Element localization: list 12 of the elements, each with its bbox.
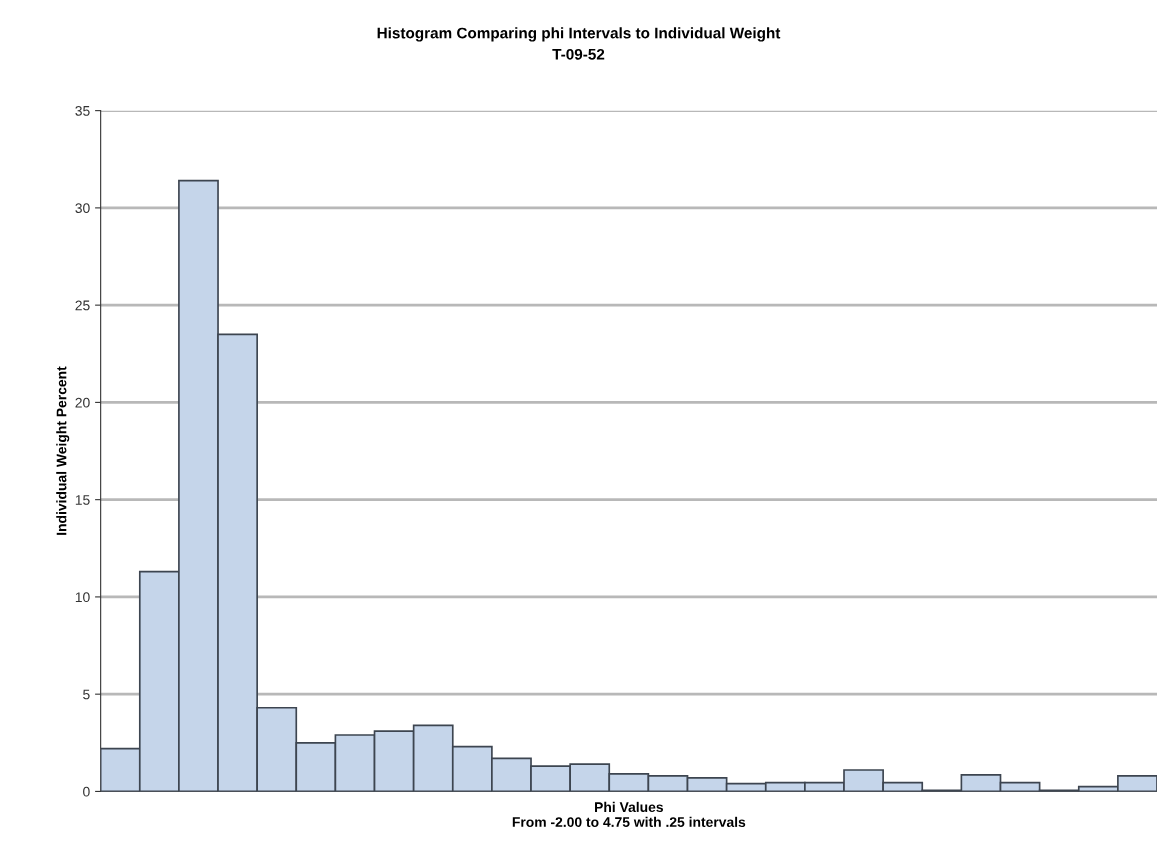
y-tick-label: 20 (75, 397, 90, 408)
chart-title: Histogram Comparing phi Intervals to Individual Weight (377, 27, 781, 42)
y-tick-label: 25 (75, 300, 90, 311)
y-tick-label: 0 (83, 786, 90, 797)
y-axis-title: Individual Weight Percent (56, 366, 70, 535)
y-tick-label: 30 (75, 203, 90, 214)
y-tick-label: 10 (75, 592, 90, 603)
chart-subtitle: T-09-52 (552, 48, 605, 60)
y-tick-label: 15 (75, 495, 90, 505)
y-tick-label: 35 (75, 105, 90, 116)
y-tick-label: 5 (83, 689, 90, 700)
x-axis-title: Phi Values From -2.00 to 4.75 with .25 intervals (512, 801, 746, 828)
